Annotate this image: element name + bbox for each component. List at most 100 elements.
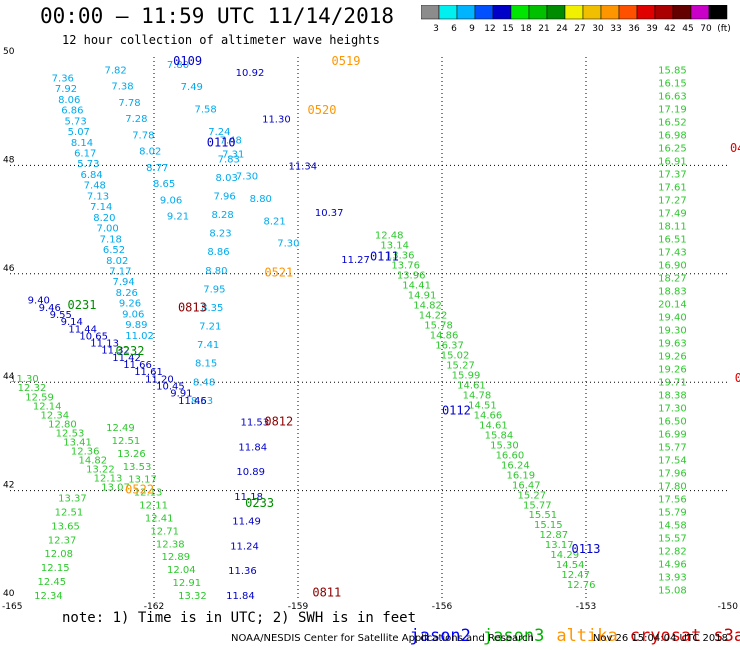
swh-point: 12.51 (55, 507, 84, 518)
swh-point: 15.15 (534, 520, 563, 531)
swh-point: 14.41 (402, 281, 431, 292)
colorbar-label: 15 (502, 24, 513, 34)
swh-point: 12.51 (112, 436, 141, 447)
swh-point: 15.27 (446, 360, 475, 371)
swh-point: 12.34 (34, 591, 63, 602)
swh-point: 11.44 (68, 324, 97, 335)
swh-point: 7.94 (112, 277, 134, 288)
swh-point: 12.41 (145, 513, 174, 524)
swh-point: 9.06 (160, 195, 182, 206)
swh-point: 12.08 (44, 549, 73, 560)
swh-point: 13.17 (545, 540, 574, 551)
pass-label: 0414 (735, 371, 740, 385)
swh-point: 16.52 (658, 117, 687, 128)
swh-point: 8.02 (106, 256, 128, 267)
swh-point: 6.86 (61, 106, 83, 117)
swh-point: 10.89 (236, 467, 265, 478)
x-tick-label: -153 (576, 602, 596, 612)
chart-title: 00:00 – 11:59 UTC 11/14/2018 (40, 4, 395, 28)
swh-point: 13.96 (397, 271, 426, 282)
swh-point: 16.24 (501, 460, 530, 471)
swh-point: 12.48 (375, 231, 404, 242)
color-scale-bar: 3 6 9 12 15 18 21 24 27 30 33 36 39 42 45 70 (ft) (421, 5, 731, 34)
swh-point: 13.53 (123, 462, 152, 473)
pass-label: 0112 (442, 404, 471, 418)
swh-point: 14.91 (408, 290, 437, 301)
swh-point: 12.34 (40, 410, 69, 421)
colorbar-label: 45 (682, 24, 693, 34)
swh-point: 11.24 (230, 541, 259, 552)
swh-point: 11.13 (90, 339, 119, 350)
swh-point: 14.82 (78, 456, 107, 467)
swh-point: 7.41 (197, 340, 219, 351)
swh-point: 12.49 (106, 423, 135, 434)
pass-label: 0520 (308, 103, 337, 117)
swh-point: 17.37 (658, 169, 687, 180)
swh-point: 12.89 (161, 552, 190, 563)
colorbar-label: 6 (451, 24, 457, 34)
swh-point: 19.26 (658, 351, 687, 362)
swh-point: 5.73 (77, 159, 99, 170)
swh-point: 10.45 (156, 382, 185, 393)
swh-point: 7.82 (104, 65, 126, 76)
swh-point: 11.42 (112, 353, 141, 364)
swh-point: 7.28 (125, 114, 147, 125)
swh-point: 17.61 (658, 182, 687, 193)
swh-point: 13.17 (128, 475, 157, 486)
swh-point: 6.17 (74, 148, 96, 159)
pass-label: 0231 (68, 298, 97, 312)
pass-label: 0812 (264, 415, 293, 429)
swh-point: 6.84 (80, 170, 102, 181)
swh-point: 9.46 (39, 303, 61, 314)
swh-point: 13.41 (63, 437, 92, 448)
swh-point: 7.38 (111, 82, 133, 93)
pass-label: 0109 (173, 54, 202, 68)
swh-point: 19.30 (658, 325, 687, 336)
colorbar-label: (ft) (717, 24, 731, 34)
swh-point: 11.20 (145, 374, 174, 385)
swh-point: 12.36 (71, 446, 100, 457)
swh-point: 11.53 (240, 418, 269, 429)
y-tick-label: 48 (3, 155, 15, 165)
swh-point: 16.15 (658, 78, 687, 89)
swh-point: 7.92 (55, 84, 77, 95)
swh-point: 12.76 (567, 580, 596, 591)
swh-point: 14.61 (479, 420, 508, 431)
swh-point: 11.30 (262, 115, 291, 126)
swh-point: 14.61 (457, 380, 486, 391)
swh-point: 11.46 (178, 396, 207, 407)
swh-point: 7.78 (132, 130, 154, 141)
swh-point: 7.80 (167, 60, 189, 71)
swh-point: 8.03 (216, 173, 238, 184)
swh-point: 15.77 (658, 442, 687, 453)
swh-point: 16.98 (658, 130, 687, 141)
chart-subtitle: 12 hour collection of altimeter wave hei… (62, 33, 380, 47)
swh-point: 7.78 (118, 98, 140, 109)
swh-point: 14.82 (413, 300, 442, 311)
y-tick-label: 42 (3, 481, 14, 491)
swh-point: 11.34 (288, 161, 317, 172)
swh-point: 13.36 (386, 251, 415, 262)
swh-point: 16.90 (658, 260, 687, 271)
x-tick-label: -150 (718, 602, 739, 612)
swh-point: 14.96 (658, 560, 687, 571)
swh-point: 15.85 (658, 65, 687, 76)
swh-point: 15.08 (658, 586, 687, 597)
swh-point: 18.38 (658, 390, 687, 401)
swh-point: 8.48 (193, 377, 215, 388)
swh-point: 16.51 (658, 234, 687, 245)
swh-point: 12.37 (48, 535, 77, 546)
footer-org: NOAA/NESDIS Center for Satellite Applica… (231, 633, 534, 644)
swh-point: 16.60 (496, 450, 525, 461)
swh-point: 11.84 (226, 591, 255, 602)
swh-point: 13.32 (178, 591, 207, 602)
swh-point: 17.49 (658, 208, 687, 219)
swh-point: 11.49 (232, 517, 261, 528)
swh-point: 12.15 (41, 563, 70, 574)
swh-point: 7.36 (52, 73, 74, 84)
swh-point: 17.19 (658, 104, 687, 115)
colorbar-label: 24 (556, 24, 568, 34)
swh-point: 7.49 (181, 82, 203, 93)
swh-point: 19.40 (658, 312, 687, 323)
swh-point: 8.20 (93, 213, 115, 224)
